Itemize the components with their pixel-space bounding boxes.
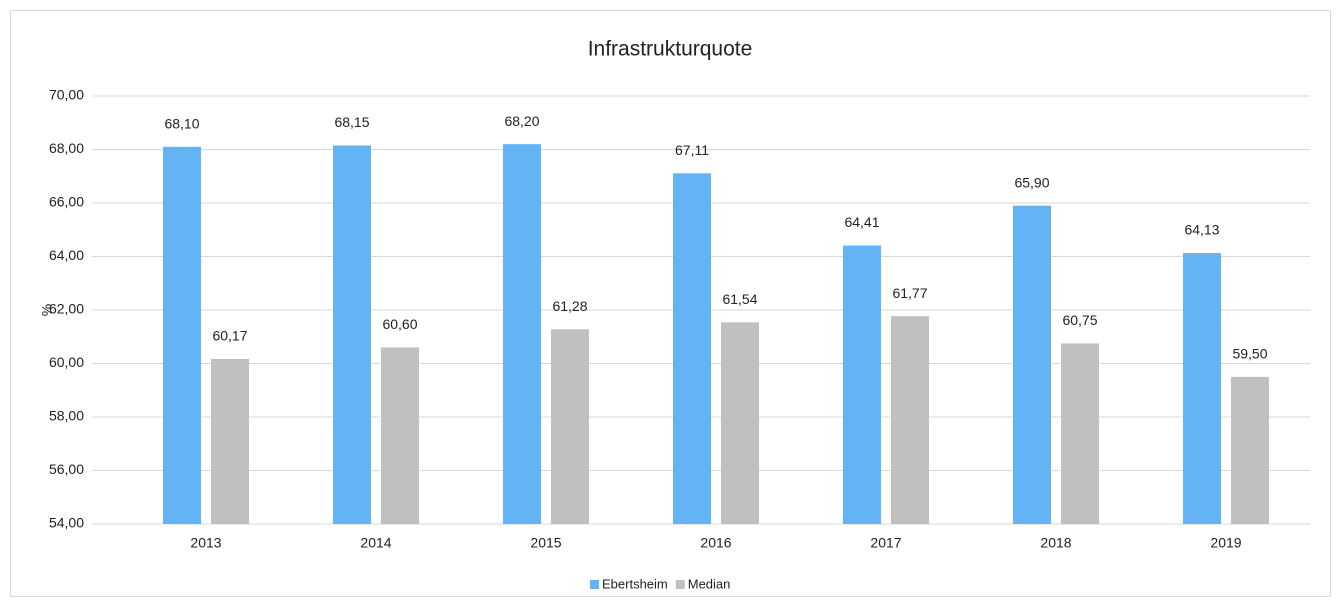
x-tick-label: 2019	[1210, 535, 1241, 551]
data-label: 65,90	[1014, 174, 1049, 190]
x-tick-label: 2013	[190, 535, 221, 551]
y-tick-label: 70,00	[49, 87, 84, 103]
data-label: 59,50	[1232, 346, 1267, 362]
data-label: 61,54	[722, 291, 757, 307]
bar	[891, 316, 929, 524]
data-label: 64,13	[1184, 222, 1219, 238]
data-label: 64,41	[844, 214, 879, 230]
legend-label: Median	[688, 576, 731, 591]
bar	[673, 173, 711, 524]
legend-swatch	[675, 580, 685, 589]
data-label: 68,15	[334, 114, 369, 130]
data-label: 67,11	[675, 142, 709, 158]
y-tick-label: 68,00	[49, 140, 84, 156]
y-tick-label: 64,00	[49, 247, 84, 263]
y-tick-label: 66,00	[49, 194, 84, 210]
bar	[1183, 253, 1221, 524]
bar	[843, 245, 881, 524]
data-label: 61,28	[552, 298, 587, 314]
bar	[1061, 343, 1099, 524]
bar	[551, 329, 589, 524]
data-label: 60,60	[382, 316, 417, 332]
x-tick-label: 2014	[360, 535, 391, 551]
bar	[1013, 205, 1051, 525]
bar	[1231, 376, 1269, 524]
bar	[381, 347, 419, 524]
y-tick-label: 60,00	[49, 354, 84, 370]
y-tick-label: 54,00	[49, 515, 84, 531]
y-tick-label: 56,00	[49, 461, 84, 477]
x-tick-label: 2018	[1040, 535, 1071, 551]
x-tick-label: 2015	[530, 535, 561, 551]
data-label: 60,17	[212, 328, 247, 344]
data-label: 68,20	[504, 113, 539, 129]
chart-title: Infrastrukturquote	[588, 38, 753, 61]
y-tick-label: 62,00	[49, 301, 84, 317]
data-label: 60,75	[1062, 312, 1097, 328]
bar	[333, 145, 371, 525]
x-tick-label: 2017	[870, 535, 901, 551]
chart-border	[10, 10, 1331, 597]
bar	[721, 322, 759, 524]
y-axis-label: %	[39, 304, 55, 316]
bar	[163, 146, 201, 524]
legend-swatch	[590, 580, 599, 589]
data-label: 61,77	[892, 285, 927, 301]
legend-label: Ebertsheim	[602, 576, 668, 591]
bar	[211, 358, 249, 524]
data-label: 68,10	[164, 116, 199, 132]
x-tick-label: 2016	[700, 535, 731, 551]
bar	[503, 144, 541, 524]
y-tick-label: 58,00	[49, 408, 84, 424]
